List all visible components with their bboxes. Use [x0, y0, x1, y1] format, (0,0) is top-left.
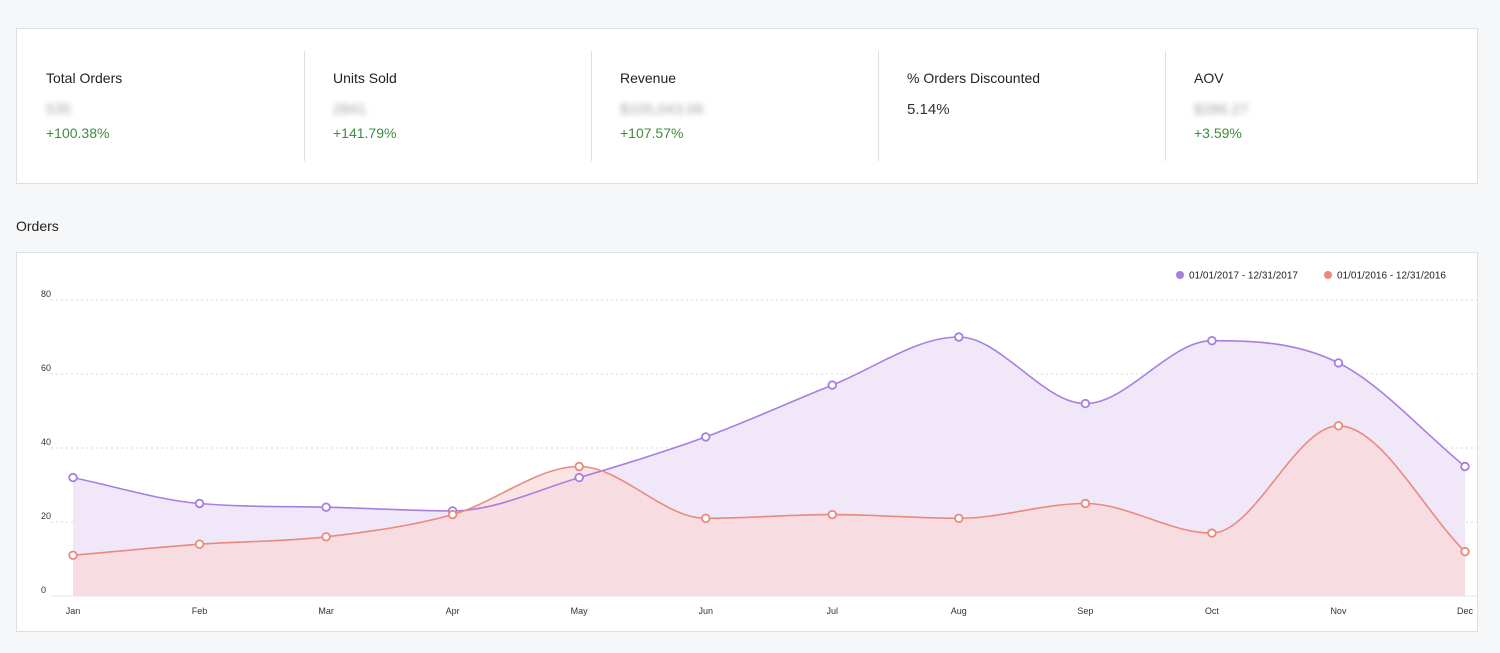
data-point-series-2[interactable]: [1460, 546, 1470, 557]
legend-swatch: [1176, 271, 1184, 279]
data-point-series-2[interactable]: [827, 509, 837, 520]
areas: [73, 337, 1465, 596]
data-point-series-2[interactable]: [447, 509, 458, 520]
x-tick-label: Jun: [698, 606, 713, 616]
x-tick-label: Jan: [66, 606, 81, 616]
stat-revenue: Revenue $105,043.06 +107.57%: [591, 29, 878, 183]
data-point-series-2[interactable]: [954, 513, 964, 523]
y-tick-label: 40: [41, 437, 51, 447]
x-tick-label: Apr: [446, 606, 460, 616]
stat-units-sold: Units Sold 2841 +141.79%: [304, 29, 591, 183]
data-point-series-1[interactable]: [321, 502, 331, 512]
data-point-series-2[interactable]: [1080, 498, 1091, 509]
stat-label: Revenue: [620, 70, 677, 86]
stat-value: $286.27: [1194, 101, 1249, 118]
stat-label: % Orders Discounted: [907, 70, 1041, 86]
orders-chart-card: 0 20 40 60 80 Jan Feb Mar Apr May Jun Jul Aug Sep Oct N…: [16, 252, 1478, 632]
stat-change: +107.57%: [620, 125, 684, 141]
stat-change: +100.38%: [46, 125, 110, 141]
stat-value: 2841: [333, 101, 367, 118]
orders-chart: 0 20 40 60 80 Jan Feb Mar Apr May Jun Jul Aug Sep Oct N…: [41, 271, 1477, 616]
legend: 01/01/2017 - 12/31/2017 01/01/2016 - 12/3…: [1176, 271, 1446, 282]
stat-change: +3.59%: [1194, 125, 1242, 141]
x-tick-label: Jul: [827, 606, 839, 616]
data-point-series-1[interactable]: [1460, 461, 1470, 472]
stat-value: 5.14%: [907, 101, 950, 118]
stat-label: AOV: [1194, 70, 1224, 86]
stat-value: $105,043.06: [620, 101, 704, 118]
y-tick-label: 20: [41, 511, 51, 521]
y-tick-label: 60: [41, 363, 51, 373]
stat-total-orders: Total Orders 535 +100.38%: [17, 29, 304, 183]
stat-value: 535: [46, 101, 72, 118]
stat-change: +141.79%: [333, 125, 397, 141]
data-point-series-1[interactable]: [68, 472, 78, 483]
x-tick-label: Sep: [1077, 606, 1093, 616]
data-point-series-2[interactable]: [1333, 421, 1344, 431]
x-tick-label: Aug: [951, 606, 967, 616]
data-point-series-2[interactable]: [194, 539, 205, 549]
stat-orders-discounted: % Orders Discounted 5.14%: [878, 29, 1165, 183]
x-tick-label: May: [571, 606, 589, 616]
data-point-series-2[interactable]: [68, 550, 78, 560]
x-tick-label: Nov: [1330, 606, 1347, 616]
stat-change: [907, 124, 1165, 142]
series-line-1: [72, 336, 1466, 512]
data-point-series-1[interactable]: [701, 432, 711, 442]
data-point-series-2[interactable]: [1207, 528, 1217, 538]
data-point-series-2[interactable]: [321, 532, 331, 542]
data-point-series-1[interactable]: [1207, 335, 1217, 346]
series-area-2: [73, 425, 1465, 596]
points: [68, 332, 1470, 560]
data-point-series-2[interactable]: [574, 461, 584, 472]
stat-label: Units Sold: [333, 70, 397, 86]
x-tick-label: Oct: [1205, 606, 1220, 616]
stat-label: Total Orders: [46, 70, 123, 86]
y-tick-label: 80: [41, 289, 51, 299]
section-title: Orders: [16, 218, 59, 234]
axes: 0 20 40 60 80 Jan Feb Mar Apr May Jun Jul Aug Sep Oct N…: [41, 289, 1477, 616]
data-point-series-1[interactable]: [194, 498, 205, 509]
y-tick-label: 0: [41, 585, 46, 595]
data-point-series-1[interactable]: [1333, 358, 1344, 368]
legend-label[interactable]: 01/01/2016 - 12/31/2016: [1337, 271, 1446, 282]
data-point-series-2[interactable]: [701, 513, 711, 523]
x-tick-label: Dec: [1457, 606, 1474, 616]
data-point-series-1[interactable]: [1080, 398, 1091, 409]
stats-panel: Total Orders 535 +100.38% Units Sold 284…: [16, 28, 1478, 184]
data-point-series-1[interactable]: [827, 380, 837, 390]
x-tick-label: Mar: [318, 606, 334, 616]
legend-label[interactable]: 01/01/2017 - 12/31/2017: [1189, 271, 1298, 282]
data-point-series-1[interactable]: [954, 332, 964, 342]
x-tick-label: Feb: [192, 606, 208, 616]
legend-swatch: [1324, 271, 1332, 279]
stat-aov: AOV $286.27 +3.59%: [1165, 29, 1452, 183]
data-point-series-1[interactable]: [574, 472, 584, 483]
